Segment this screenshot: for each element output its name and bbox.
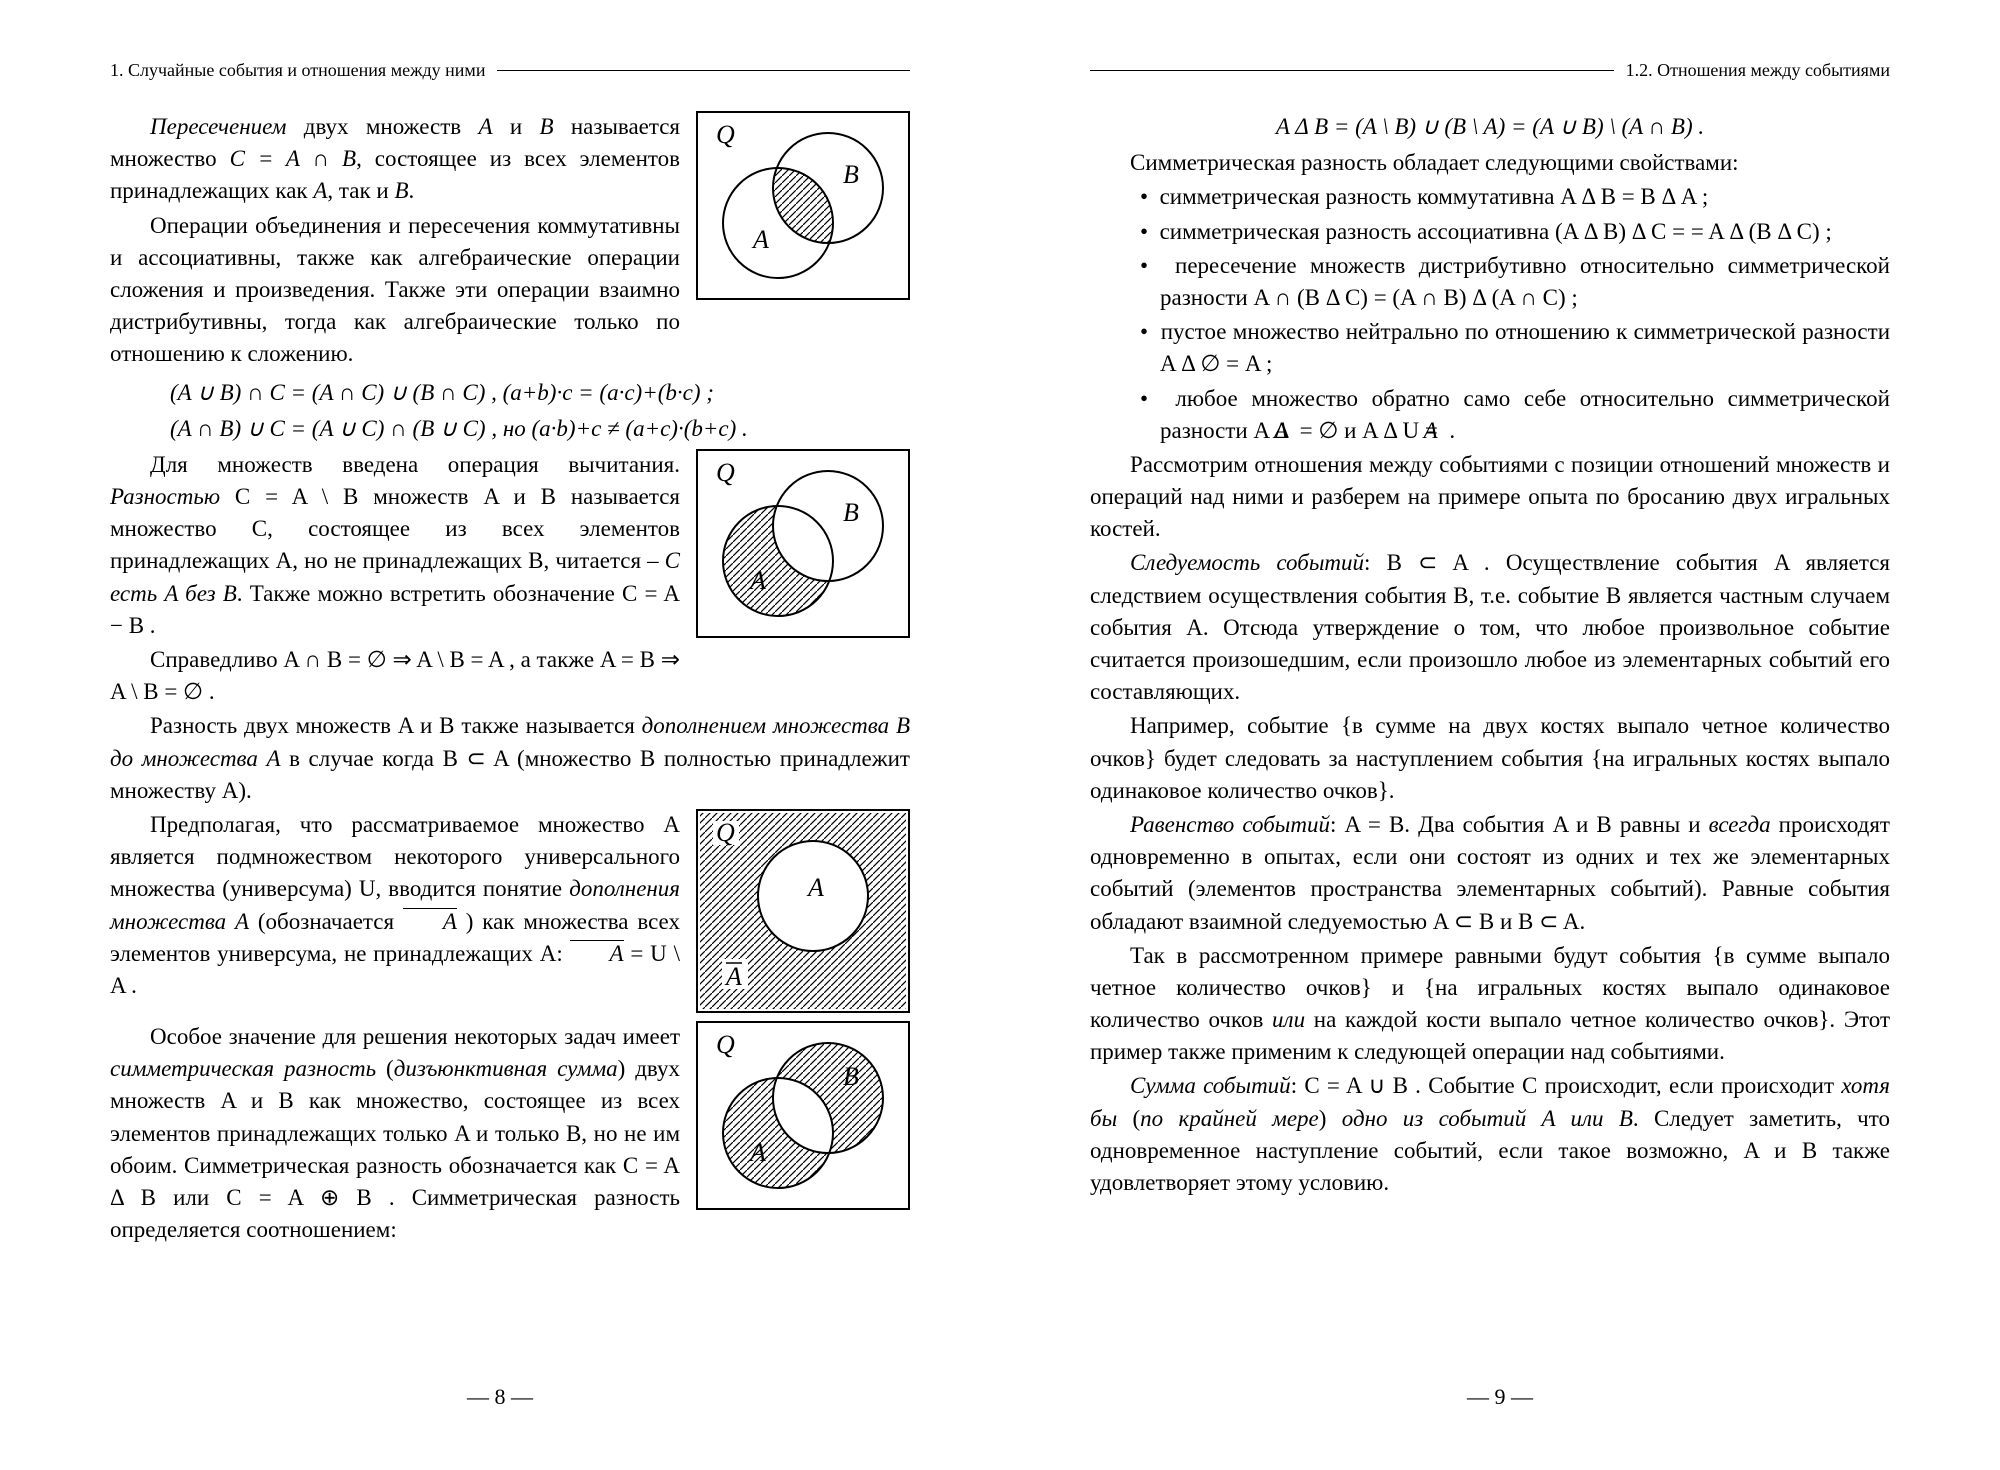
svg-text:Q: Q: [716, 120, 735, 149]
svg-text:Q: Q: [716, 458, 735, 487]
term-difference: Разностью: [110, 484, 220, 509]
svg-text:Q: Q: [716, 1030, 735, 1059]
bullet-distributive: • пересечение множеств дистрибутивно отн…: [1090, 250, 1890, 314]
venn-intersection: Q A B: [696, 111, 910, 300]
content-right: A Δ B = (A \ B) ∪ (B \ A) = (A ∪ B) \ (A…: [1090, 111, 1890, 1199]
term-intersection: Пересечением: [150, 114, 286, 139]
term-following: Следуемость событий: [1130, 550, 1364, 575]
term-sum: Сумма событий: [1130, 1073, 1291, 1098]
header-left: 1. Случайные события и отношения между н…: [110, 60, 910, 81]
svg-text:B: B: [843, 498, 859, 527]
page-number-left: — 8 —: [0, 1384, 1000, 1410]
svg-text:B: B: [843, 160, 859, 189]
formula-distributive-2: (A ∩ B) ∪ C = (A ∪ C) ∩ (B ∪ C) , но (a·…: [110, 413, 910, 445]
para-sum: Сумма событий: C = A ∪ B . Событие C про…: [1090, 1070, 1890, 1199]
content-left: Q A B Пересечением двух множеств A и B н…: [110, 111, 910, 1246]
svg-text:Q: Q: [716, 818, 735, 847]
para-following: Следуемость событий: B ⊂ A . Осуществлен…: [1090, 547, 1890, 708]
svg-text:A: A: [724, 962, 742, 991]
header-text: 1.2. Отношения между событиями: [1626, 60, 1890, 81]
para-example1: Например, событие {в сумме на двух костя…: [1090, 710, 1890, 807]
para-complement-intro: Разность двух множеств A и B также назыв…: [110, 710, 910, 807]
svg-text:A: A: [806, 873, 824, 902]
para-example2: Так в рассмотренном примере равными буду…: [1090, 940, 1890, 1069]
page-right: 1.2. Отношения между событиями A Δ B = (…: [1000, 0, 2000, 1470]
header-rule: [497, 70, 910, 71]
bullet-inverse: • любое множество обратно само себе отно…: [1090, 383, 1890, 447]
svg-text:A: A: [748, 566, 766, 595]
venn-symdiff: Q A B: [696, 1021, 910, 1210]
term-symdiff: симметрическая разность: [110, 1056, 376, 1081]
svg-text:B: B: [843, 1062, 859, 1091]
bullet-associative: • симметрическая разность ассоциативна (…: [1090, 216, 1890, 248]
venn-complement: Q A A: [696, 809, 910, 1013]
svg-text:A: A: [748, 1138, 766, 1167]
header-rule: [1090, 70, 1614, 71]
a-bar: A: [403, 906, 457, 938]
formula-distributive-1: (A ∪ B) ∩ C = (A ∩ C) ∪ (B ∩ C) , (a+b)·…: [110, 377, 910, 409]
formula-symdiff: A Δ B = (A \ B) ∪ (B \ A) = (A ∪ B) \ (A…: [1090, 111, 1890, 143]
para-valid: Справедливо A ∩ B = ∅ ⇒ A \ B = A , а та…: [110, 644, 910, 708]
para-properties: Симметрическая разность обладает следующ…: [1090, 147, 1890, 179]
para-equality: Равенство событий: A = B. Два события A …: [1090, 809, 1890, 938]
page-left: 1. Случайные события и отношения между н…: [0, 0, 1000, 1470]
venn-difference: Q A B: [696, 449, 910, 638]
term-equality: Равенство событий: [1130, 812, 1330, 837]
header-text: 1. Случайные события и отношения между н…: [110, 60, 485, 81]
para-relations: Рассмотрим отношения между событиями с п…: [1090, 449, 1890, 546]
header-right: 1.2. Отношения между событиями: [1090, 60, 1890, 81]
bullet-commutative: • симметрическая разность коммутативна A…: [1090, 181, 1890, 213]
svg-text:A: A: [751, 225, 769, 254]
page-number-right: — 9 —: [1000, 1384, 2000, 1410]
bullet-neutral: • пустое множество нейтрально по отношен…: [1090, 316, 1890, 380]
